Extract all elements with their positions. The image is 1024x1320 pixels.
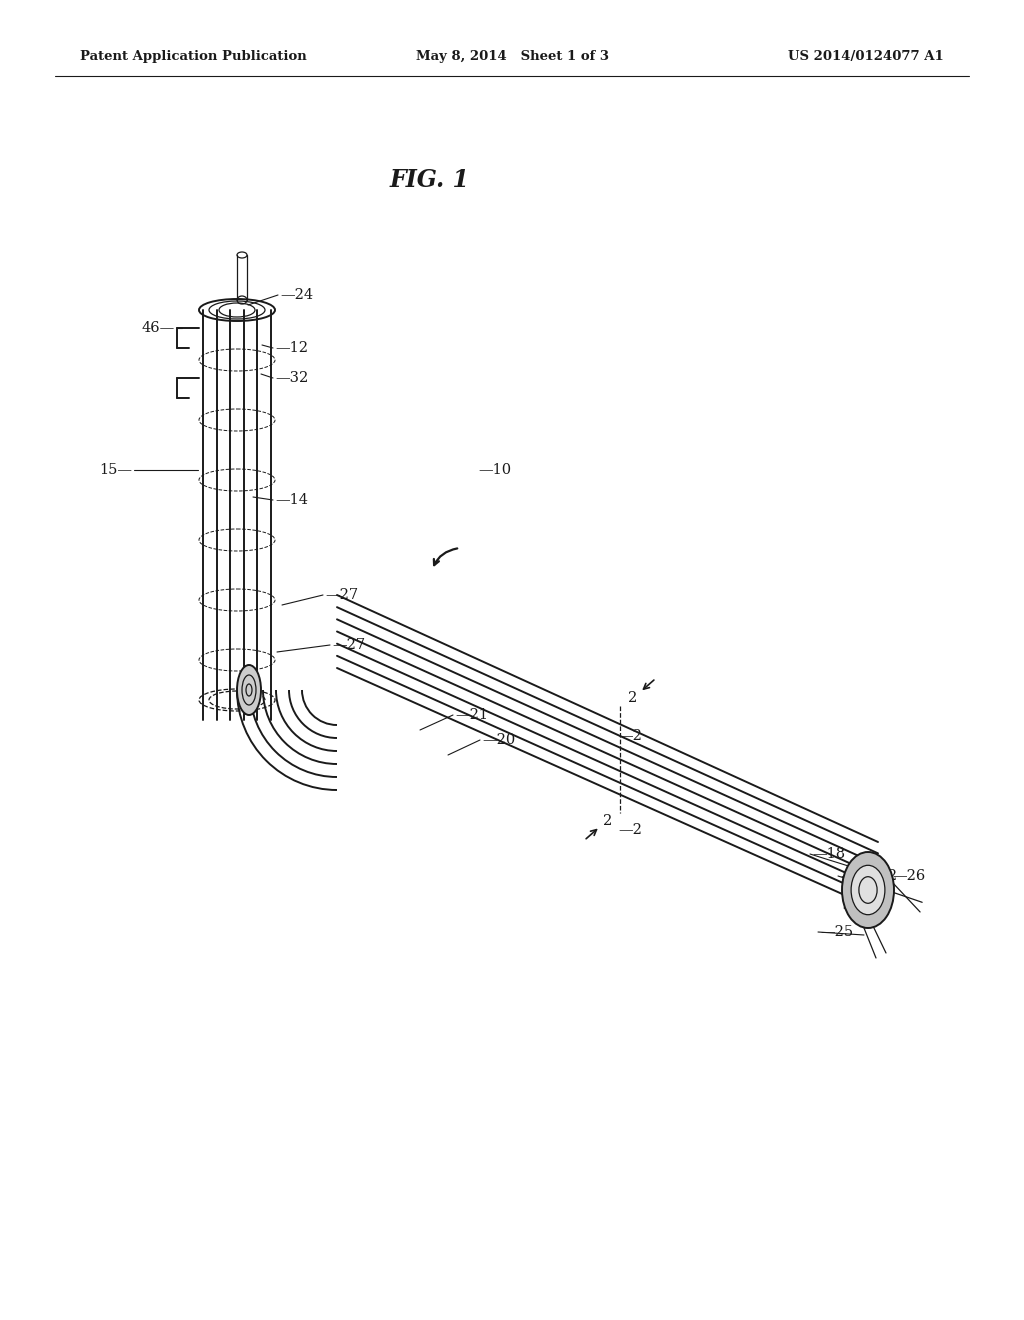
Ellipse shape	[851, 866, 885, 915]
Text: Patent Application Publication: Patent Application Publication	[80, 50, 307, 63]
Text: —2: —2	[618, 822, 642, 837]
Text: —12: —12	[864, 869, 897, 883]
Ellipse shape	[237, 665, 261, 715]
Text: May 8, 2014   Sheet 1 of 3: May 8, 2014 Sheet 1 of 3	[416, 50, 608, 63]
Text: US 2014/0124077 A1: US 2014/0124077 A1	[788, 50, 944, 63]
Text: —22: —22	[846, 902, 880, 915]
Ellipse shape	[842, 851, 894, 928]
Text: —27: —27	[325, 587, 358, 602]
Text: —26: —26	[892, 869, 926, 883]
Text: —21: —21	[455, 708, 488, 722]
Text: —14: —14	[275, 492, 308, 507]
Text: 46—: 46—	[141, 321, 175, 335]
Text: —20: —20	[482, 733, 515, 747]
Text: 2: 2	[628, 692, 637, 705]
Text: —12: —12	[275, 341, 308, 355]
Text: —25: —25	[820, 925, 853, 939]
Text: —23: —23	[840, 869, 873, 883]
Text: 15—: 15—	[99, 463, 132, 477]
Text: FIG. 1: FIG. 1	[390, 168, 470, 191]
Text: —27: —27	[332, 638, 366, 652]
Text: 2: 2	[603, 813, 612, 828]
Text: —2: —2	[618, 729, 642, 743]
Text: —18: —18	[812, 847, 845, 861]
Text: —24: —24	[280, 288, 313, 302]
Text: —32: —32	[275, 371, 308, 385]
Text: —10: —10	[478, 463, 511, 477]
